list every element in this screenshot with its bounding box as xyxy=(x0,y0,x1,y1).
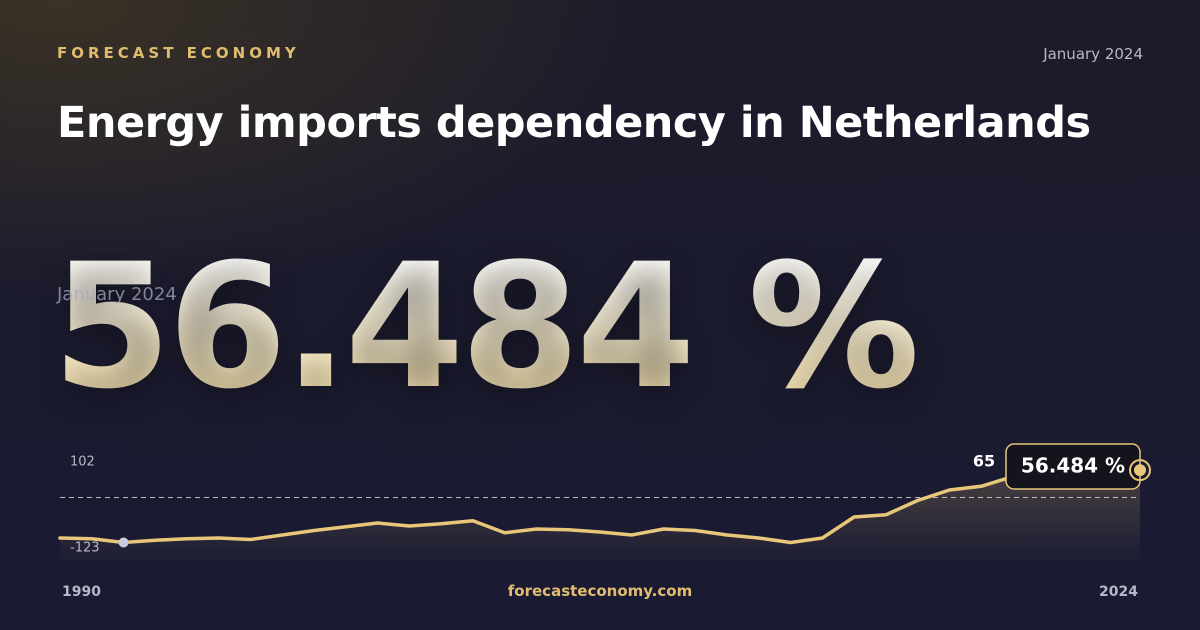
title: Energy imports dependency in Netherlands xyxy=(57,98,1091,148)
x-tick-label: 2024 xyxy=(1099,584,1138,600)
footer: forecasteconomy.com xyxy=(507,582,693,600)
peak-label: 65 xyxy=(973,452,995,471)
last-point xyxy=(1134,464,1146,477)
headline-value: 56.484 % xyxy=(52,226,920,427)
x-tick-label: 1990 xyxy=(62,584,101,600)
brand: FORECAST ECONOMY xyxy=(57,44,300,62)
tooltip-label: 56.484 % xyxy=(1021,454,1125,478)
headline-date: January 2024 xyxy=(57,284,177,305)
min-marker xyxy=(118,537,129,548)
date: January 2024 xyxy=(1043,45,1143,63)
line xyxy=(58,468,1142,545)
last-ring xyxy=(1129,459,1151,482)
area xyxy=(60,470,1140,565)
range-label: 102 xyxy=(70,455,95,470)
